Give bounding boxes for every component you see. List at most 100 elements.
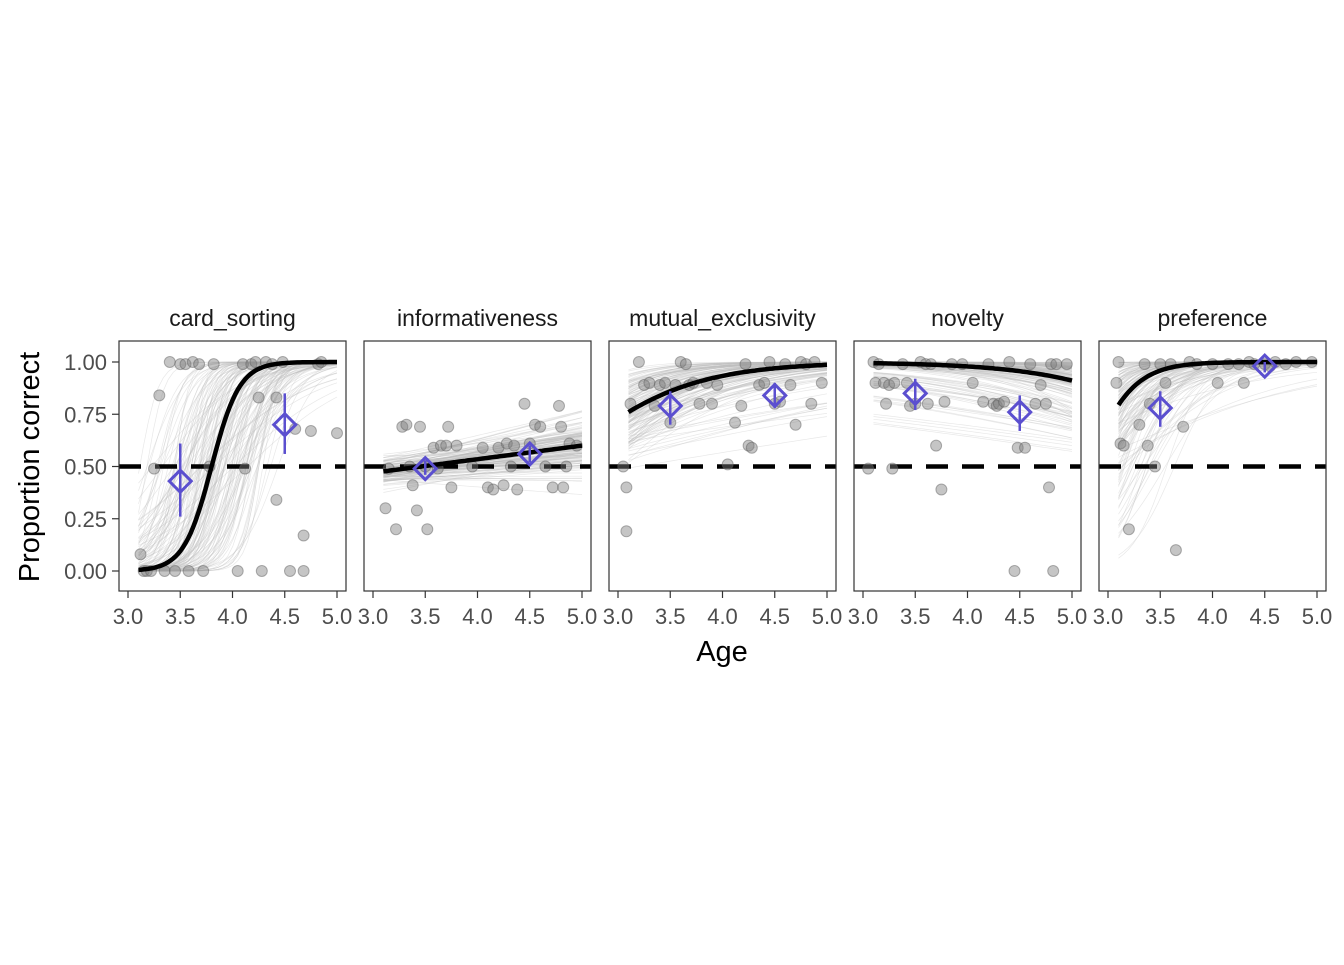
data-point xyxy=(1040,398,1051,409)
data-point xyxy=(451,440,462,451)
data-point xyxy=(250,357,261,368)
data-point xyxy=(535,421,546,432)
data-point xyxy=(446,482,457,493)
data-point xyxy=(936,484,947,495)
x-tick-label: 4.5 xyxy=(759,604,790,629)
data-point xyxy=(256,566,267,577)
data-point xyxy=(1061,359,1072,370)
data-point xyxy=(722,459,733,470)
data-point xyxy=(154,390,165,401)
data-point xyxy=(806,398,817,409)
facet-title: preference xyxy=(1158,305,1268,331)
data-point xyxy=(730,417,741,428)
x-tick-label: 3.5 xyxy=(655,604,686,629)
data-point xyxy=(633,357,644,368)
data-point xyxy=(558,482,569,493)
x-tick-label: 5.0 xyxy=(1302,604,1333,629)
data-point xyxy=(1123,524,1134,535)
data-point xyxy=(305,426,316,437)
data-point xyxy=(1009,566,1020,577)
data-point xyxy=(164,357,175,368)
data-point xyxy=(1004,357,1015,368)
x-tick-label: 3.5 xyxy=(1145,604,1176,629)
data-point xyxy=(621,482,632,493)
x-tick-label: 5.0 xyxy=(322,604,353,629)
panel-plot-area xyxy=(119,357,346,577)
data-point xyxy=(1160,377,1171,388)
data-point xyxy=(1139,359,1150,370)
data-point xyxy=(1178,421,1189,432)
data-point xyxy=(712,380,723,391)
data-point xyxy=(922,398,933,409)
x-tick-label: 3.5 xyxy=(900,604,931,629)
data-point xyxy=(407,480,418,491)
data-point xyxy=(939,396,950,407)
data-point xyxy=(1118,440,1129,451)
data-point xyxy=(1048,566,1059,577)
posterior-lines xyxy=(1119,362,1318,558)
y-axis-title: Proportion correct xyxy=(14,352,46,583)
data-point xyxy=(1238,377,1249,388)
x-tick-label: 3.0 xyxy=(358,604,389,629)
data-point xyxy=(644,377,655,388)
data-point xyxy=(816,377,827,388)
facet-title: card_sorting xyxy=(169,305,296,331)
data-point xyxy=(253,392,264,403)
x-tick-label: 3.0 xyxy=(113,604,144,629)
x-tick-label: 4.0 xyxy=(1197,604,1228,629)
x-tick-label: 5.0 xyxy=(1057,604,1088,629)
data-point xyxy=(135,549,146,560)
data-point xyxy=(298,566,309,577)
data-point xyxy=(1044,482,1055,493)
x-tick-label: 4.5 xyxy=(269,604,300,629)
y-tick-label: 0.25 xyxy=(64,507,107,532)
data-point xyxy=(759,377,770,388)
data-point xyxy=(887,463,898,474)
data-point xyxy=(411,505,422,516)
posterior-line xyxy=(874,417,1073,443)
x-tick-label: 4.5 xyxy=(514,604,545,629)
data-point xyxy=(170,566,181,577)
data-point xyxy=(467,461,478,472)
data-point xyxy=(1025,359,1036,370)
data-point xyxy=(967,377,978,388)
data-point xyxy=(198,566,209,577)
data-point xyxy=(561,461,572,472)
data-point xyxy=(785,380,796,391)
panel-plot-area xyxy=(1099,355,1326,558)
data-point xyxy=(1170,545,1181,556)
x-axis-title: Age xyxy=(696,636,748,668)
data-point xyxy=(556,421,567,432)
panel-plot-area xyxy=(854,357,1081,577)
y-tick-label: 1.00 xyxy=(64,350,107,375)
data-point xyxy=(498,480,509,491)
x-tick-label: 3.0 xyxy=(1093,604,1124,629)
data-points xyxy=(618,357,828,537)
data-point xyxy=(380,503,391,514)
posterior-lines xyxy=(629,362,828,468)
data-point xyxy=(660,377,671,388)
data-point xyxy=(540,461,551,472)
data-point xyxy=(790,419,801,430)
data-point xyxy=(554,400,565,411)
data-point xyxy=(271,494,282,505)
data-point xyxy=(505,461,516,472)
facet-title: mutual_exclusivity xyxy=(629,305,816,331)
posterior-line xyxy=(874,423,1073,450)
x-tick-label: 4.5 xyxy=(1249,604,1280,629)
data-point xyxy=(680,359,691,370)
data-point xyxy=(149,463,160,474)
data-point xyxy=(621,526,632,537)
data-point xyxy=(1030,398,1041,409)
data-point xyxy=(422,524,433,535)
x-tick-label: 4.0 xyxy=(217,604,248,629)
data-point xyxy=(740,359,751,370)
data-point xyxy=(1150,461,1161,472)
